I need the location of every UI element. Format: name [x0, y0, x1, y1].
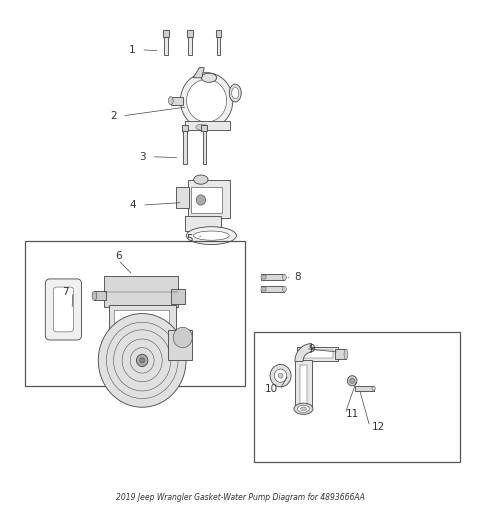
- Bar: [25, 241, 245, 386]
- Text: 10: 10: [264, 385, 277, 394]
- Bar: [183, 131, 187, 164]
- Circle shape: [98, 313, 186, 407]
- Bar: [171, 97, 183, 105]
- Bar: [336, 349, 346, 359]
- Text: 9: 9: [308, 344, 315, 354]
- Circle shape: [278, 373, 283, 378]
- Circle shape: [275, 369, 287, 382]
- Bar: [185, 216, 221, 230]
- Bar: [297, 347, 338, 361]
- Bar: [355, 387, 373, 391]
- Circle shape: [173, 327, 192, 348]
- Bar: [217, 37, 220, 55]
- Ellipse shape: [196, 124, 208, 130]
- Ellipse shape: [294, 403, 313, 414]
- Circle shape: [187, 79, 227, 122]
- Ellipse shape: [201, 73, 216, 82]
- Ellipse shape: [194, 175, 208, 184]
- Bar: [185, 121, 230, 130]
- Circle shape: [270, 365, 291, 387]
- Polygon shape: [193, 68, 204, 78]
- Bar: [262, 287, 266, 291]
- Ellipse shape: [186, 227, 237, 245]
- FancyBboxPatch shape: [53, 287, 73, 332]
- Bar: [187, 30, 193, 37]
- Bar: [109, 305, 176, 335]
- Ellipse shape: [298, 405, 310, 412]
- Text: 1: 1: [129, 45, 136, 55]
- Bar: [115, 310, 169, 331]
- Circle shape: [348, 376, 357, 386]
- Ellipse shape: [232, 88, 239, 99]
- Circle shape: [136, 354, 148, 367]
- Text: 3: 3: [139, 152, 145, 162]
- Text: 2019 Jeep Wrangler Gasket-Water Pump Diagram for 4893666AA: 2019 Jeep Wrangler Gasket-Water Pump Dia…: [116, 494, 364, 502]
- Circle shape: [180, 73, 233, 129]
- Text: 5: 5: [187, 234, 193, 244]
- Bar: [254, 332, 459, 462]
- Ellipse shape: [372, 386, 375, 391]
- Text: 4: 4: [129, 200, 136, 210]
- Ellipse shape: [229, 84, 241, 102]
- Bar: [216, 30, 221, 37]
- Ellipse shape: [300, 407, 306, 411]
- Bar: [176, 187, 189, 208]
- Text: 12: 12: [372, 421, 385, 432]
- Bar: [262, 286, 284, 292]
- Ellipse shape: [92, 291, 97, 301]
- Ellipse shape: [168, 97, 173, 105]
- Bar: [201, 125, 207, 131]
- Bar: [295, 360, 312, 406]
- Text: 2: 2: [110, 111, 117, 121]
- Bar: [168, 330, 192, 360]
- FancyBboxPatch shape: [45, 279, 82, 340]
- Bar: [300, 350, 333, 358]
- Ellipse shape: [193, 231, 229, 240]
- Bar: [95, 291, 107, 301]
- Bar: [188, 37, 192, 55]
- Bar: [104, 276, 178, 307]
- Ellipse shape: [282, 286, 286, 292]
- Bar: [188, 180, 230, 218]
- Bar: [262, 274, 284, 281]
- Text: 7: 7: [62, 287, 69, 296]
- Polygon shape: [295, 344, 312, 361]
- Bar: [182, 125, 188, 131]
- Text: 8: 8: [294, 272, 300, 283]
- Bar: [163, 30, 169, 37]
- Ellipse shape: [282, 274, 286, 281]
- Bar: [300, 366, 307, 403]
- Circle shape: [196, 195, 205, 205]
- Ellipse shape: [344, 349, 348, 359]
- Bar: [192, 187, 222, 212]
- Circle shape: [140, 358, 144, 363]
- Bar: [203, 131, 206, 164]
- Circle shape: [350, 378, 355, 383]
- Text: 6: 6: [115, 251, 121, 261]
- Text: 11: 11: [346, 409, 359, 419]
- Bar: [164, 37, 168, 55]
- Bar: [262, 275, 266, 280]
- Bar: [171, 289, 185, 304]
